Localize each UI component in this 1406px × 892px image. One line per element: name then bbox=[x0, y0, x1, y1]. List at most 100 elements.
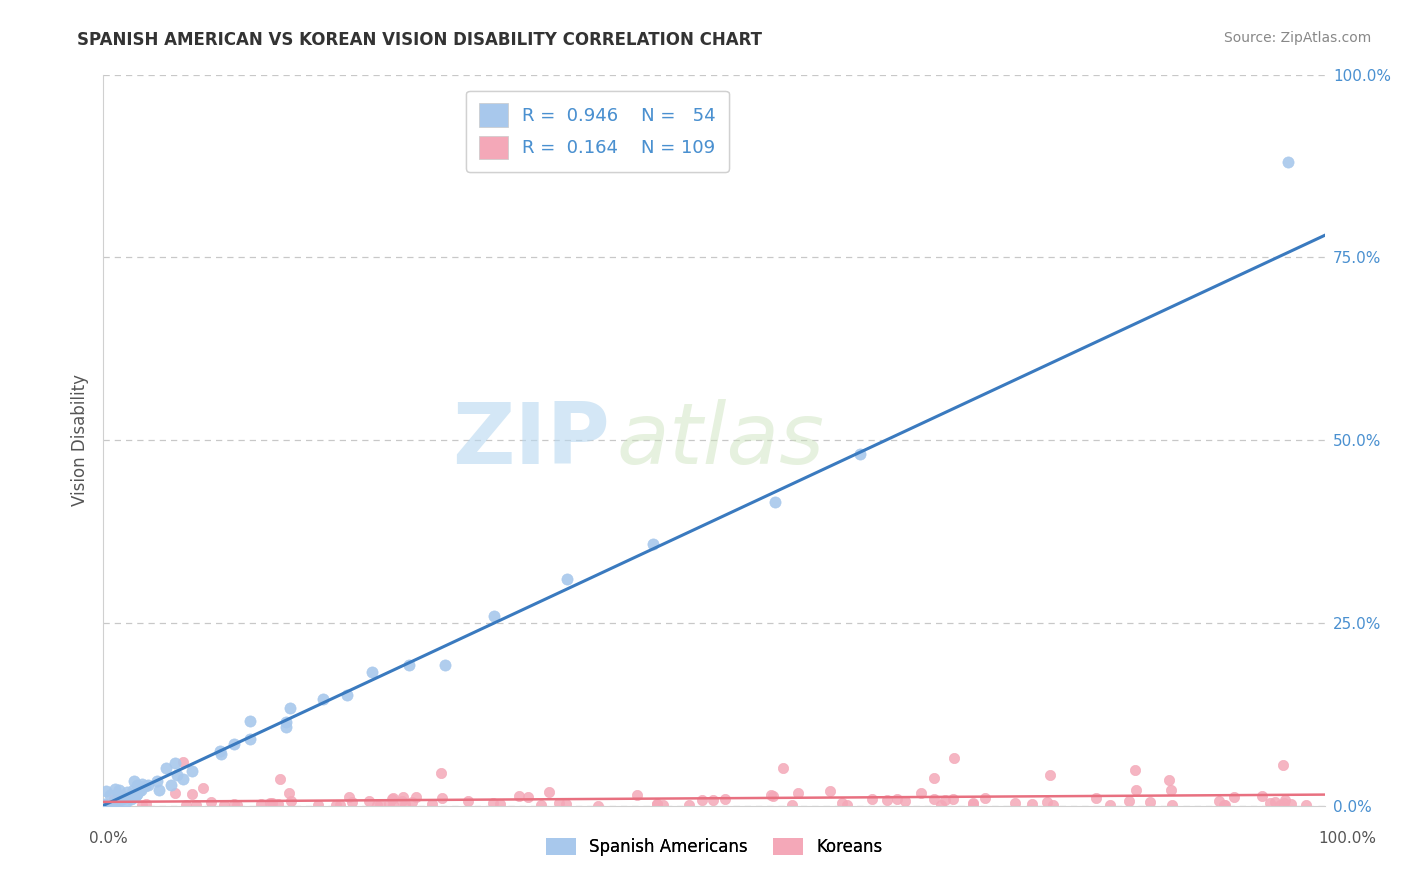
Point bbox=[876, 793, 898, 807]
Point bbox=[702, 793, 724, 807]
Point bbox=[974, 791, 997, 805]
Point bbox=[645, 797, 668, 811]
Point bbox=[222, 737, 245, 751]
Point bbox=[759, 788, 782, 802]
Point bbox=[108, 789, 131, 804]
Point bbox=[121, 783, 143, 797]
Point bbox=[482, 608, 505, 623]
Point bbox=[962, 797, 984, 812]
Point bbox=[787, 786, 810, 800]
Point bbox=[312, 692, 335, 706]
Point bbox=[160, 778, 183, 792]
Point bbox=[1042, 798, 1064, 813]
Point bbox=[172, 755, 194, 769]
Point bbox=[96, 784, 118, 798]
Point bbox=[209, 744, 232, 758]
Point bbox=[586, 798, 609, 813]
Point bbox=[1125, 782, 1147, 797]
Point bbox=[1213, 797, 1236, 812]
Point bbox=[166, 768, 188, 782]
Point bbox=[537, 784, 560, 798]
Point bbox=[360, 665, 382, 679]
Y-axis label: Vision Disability: Vision Disability bbox=[72, 374, 89, 506]
Point bbox=[91, 797, 114, 812]
Point bbox=[434, 658, 457, 673]
Text: Source: ZipAtlas.com: Source: ZipAtlas.com bbox=[1223, 31, 1371, 45]
Point bbox=[225, 798, 247, 813]
Point bbox=[269, 772, 291, 787]
Point bbox=[368, 797, 391, 812]
Point bbox=[108, 782, 131, 797]
Point bbox=[110, 791, 132, 805]
Point bbox=[339, 790, 361, 805]
Point bbox=[692, 792, 714, 806]
Point bbox=[104, 781, 127, 796]
Point bbox=[114, 789, 136, 804]
Point bbox=[420, 797, 443, 812]
Legend: R =  0.946    N =   54, R =  0.164    N = 109: R = 0.946 N = 54, R = 0.164 N = 109 bbox=[467, 91, 728, 171]
Point bbox=[103, 796, 125, 810]
Point bbox=[129, 782, 152, 797]
Point bbox=[222, 797, 245, 811]
Point bbox=[193, 780, 215, 795]
Point bbox=[307, 798, 329, 813]
Point bbox=[115, 785, 138, 799]
Point bbox=[103, 791, 125, 805]
Point bbox=[508, 789, 530, 804]
Point bbox=[763, 495, 786, 509]
Point bbox=[714, 792, 737, 806]
Point bbox=[276, 719, 298, 733]
Text: SPANISH AMERICAN VS KOREAN VISION DISABILITY CORRELATION CHART: SPANISH AMERICAN VS KOREAN VISION DISABI… bbox=[77, 31, 762, 49]
Point bbox=[1035, 795, 1057, 809]
Point bbox=[278, 701, 301, 715]
Point bbox=[1260, 796, 1282, 810]
Point bbox=[555, 797, 578, 811]
Point bbox=[172, 772, 194, 786]
Point bbox=[1295, 797, 1317, 812]
Point bbox=[943, 751, 966, 765]
Point bbox=[163, 786, 186, 800]
Point bbox=[131, 797, 153, 812]
Point bbox=[200, 795, 222, 809]
Point bbox=[382, 797, 405, 812]
Point bbox=[1213, 798, 1236, 813]
Point bbox=[148, 782, 170, 797]
Point bbox=[934, 793, 956, 807]
Point bbox=[120, 792, 142, 806]
Point bbox=[886, 792, 908, 806]
Point bbox=[382, 791, 405, 805]
Point bbox=[1272, 797, 1295, 811]
Point bbox=[1268, 797, 1291, 812]
Text: atlas: atlas bbox=[616, 399, 824, 482]
Point bbox=[1157, 772, 1180, 787]
Point bbox=[1039, 768, 1062, 782]
Point bbox=[381, 792, 404, 806]
Point bbox=[146, 773, 169, 788]
Point bbox=[136, 778, 159, 792]
Point bbox=[184, 798, 207, 813]
Point bbox=[762, 789, 785, 803]
Point bbox=[366, 798, 388, 813]
Point bbox=[325, 797, 347, 812]
Point bbox=[398, 658, 420, 673]
Point bbox=[267, 797, 290, 811]
Point bbox=[124, 789, 146, 804]
Point bbox=[432, 790, 454, 805]
Point bbox=[401, 795, 423, 809]
Point bbox=[336, 688, 359, 702]
Point bbox=[1160, 783, 1182, 797]
Point bbox=[1085, 791, 1108, 805]
Point bbox=[1223, 789, 1246, 804]
Point bbox=[835, 798, 858, 813]
Point bbox=[1279, 797, 1302, 812]
Point bbox=[329, 797, 352, 812]
Point bbox=[482, 797, 505, 811]
Point bbox=[107, 788, 129, 802]
Point bbox=[1277, 155, 1299, 169]
Point bbox=[394, 797, 416, 811]
Point bbox=[772, 760, 794, 774]
Point bbox=[831, 796, 853, 810]
Point bbox=[249, 797, 271, 812]
Point bbox=[678, 798, 700, 813]
Point bbox=[1251, 789, 1274, 804]
